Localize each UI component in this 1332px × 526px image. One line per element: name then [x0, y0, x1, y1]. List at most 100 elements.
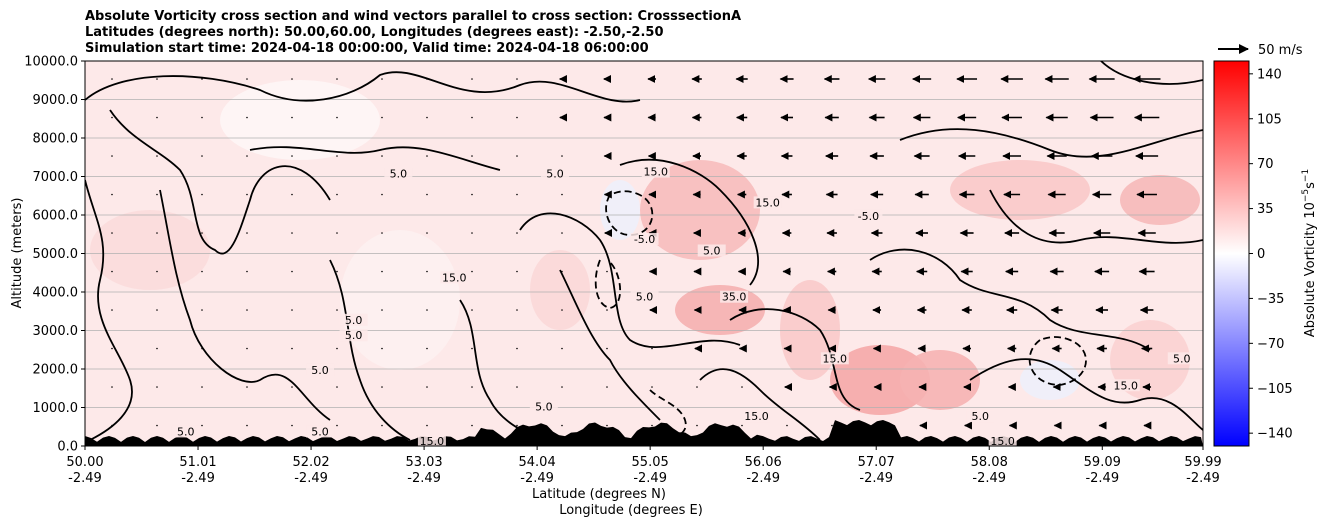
x-tick-label-lat: 52.02: [292, 455, 329, 470]
y-tick-label: 8000.0: [33, 132, 79, 147]
title-line-3: Simulation start time: 2024-04-18 00:00:…: [85, 41, 649, 56]
wind-vector: [156, 347, 158, 350]
x-tick-label-lat: 57.07: [858, 455, 895, 470]
contour-label-bg: [630, 232, 659, 245]
y-tick-label: 5000.0: [33, 247, 79, 262]
x-tick-label-lon: -2.49: [68, 471, 102, 486]
y-axis-label: Altitude (meters): [10, 198, 25, 309]
wind-vector: [201, 78, 203, 80]
x-tick-label-lat: 50.00: [66, 455, 103, 470]
wind-vector: [156, 193, 158, 196]
contour-lines: [85, 61, 1203, 446]
x-tick-label-lat: 54.04: [519, 455, 556, 470]
contour-labels: 5.05.0 15.015.0-5.0-5.05.05.0 35.015.05.05…: [171, 165, 1196, 448]
contour-label: 5.0: [1173, 352, 1191, 365]
contour-line: [159, 189, 331, 421]
wind-vector: [201, 155, 203, 157]
x-tick-label-lon: -2.49: [633, 471, 667, 486]
wind-vector: [516, 78, 518, 80]
contour-label: 5.0: [311, 364, 329, 377]
x-tick-label-lon: -2.49: [1186, 471, 1220, 486]
contour-label: 15.0: [644, 166, 669, 179]
wind-vector: [111, 386, 113, 388]
wind-vector: [426, 309, 428, 311]
wind-vector: [471, 232, 473, 234]
contour-line: [249, 146, 501, 171]
wind-vector: [426, 232, 428, 234]
contour-label: 15.0: [744, 410, 769, 423]
wind-vector: [291, 386, 293, 388]
wind-vector: [246, 78, 248, 80]
wind-vector: [606, 309, 608, 311]
colorbar-tick-label: −105: [1257, 382, 1293, 397]
wind-vector: [246, 116, 248, 119]
contour-label-bg: [171, 425, 200, 438]
contour-label: 15.0: [442, 271, 467, 284]
contour-label: 15.0: [823, 352, 848, 365]
title-line-1: Absolute Vorticity cross section and win…: [85, 9, 742, 24]
wind-vector: [516, 386, 518, 388]
wind-vector: [111, 78, 113, 80]
wind-vector: [246, 386, 248, 388]
contour-label: 5.0: [972, 410, 990, 423]
wind-vector: [786, 424, 788, 427]
colorbar-tick-label: 140: [1257, 67, 1282, 82]
wind-vector: [381, 347, 383, 350]
wind-vector: [381, 424, 383, 427]
y-tick-label: 1000.0: [33, 401, 79, 416]
wind-vector: [291, 193, 293, 196]
wind-vector: [111, 347, 113, 350]
wind-vector: [426, 424, 428, 427]
x-tick-label-lon: -2.49: [407, 471, 441, 486]
contour-line: [869, 248, 1151, 351]
contour-line: [559, 269, 661, 421]
wind-vector: [201, 347, 203, 350]
wind-vector: [741, 424, 743, 427]
wind-vector: [741, 386, 743, 388]
contour-label: 15.0: [420, 435, 445, 448]
y-axis: 0.0 1000.0 2000.0 3000.0 4000.0 5000.0 6000.0 7…: [24, 55, 85, 455]
contour-label-bg: [697, 244, 726, 257]
contour-line: [729, 308, 861, 411]
wind-vector: [246, 309, 248, 311]
contour-label-bg: [529, 400, 558, 413]
wind-vector: [606, 270, 608, 273]
x-axis-label-lon: Longitude (degrees E): [559, 503, 703, 518]
wind-vector: [696, 386, 698, 388]
contour-line: [619, 158, 759, 286]
wind-vector: [381, 270, 383, 273]
wind-vector: [606, 386, 608, 388]
wind-vector: [696, 424, 698, 427]
contour-label-bg: [1111, 379, 1140, 392]
x-tick-label-lon: -2.49: [181, 471, 215, 486]
wind-vector: [156, 232, 158, 234]
wind-vector: [201, 270, 203, 273]
wind-vector: [471, 386, 473, 388]
wind-vector: [561, 309, 563, 311]
wind-vector: [291, 347, 293, 350]
wind-vector: [336, 116, 338, 119]
contour-label: 15.0: [990, 435, 1015, 448]
y-tick-label: 0.0: [57, 440, 78, 455]
contour-label-bg: [630, 290, 659, 303]
wind-vector: [651, 424, 653, 427]
wind-vector: [201, 116, 203, 119]
x-axis-label-lat: Latitude (degrees N): [532, 487, 666, 502]
wind-vector: [561, 270, 563, 273]
contour-line: [85, 71, 641, 103]
wind-vector: [336, 386, 338, 388]
wind-vector: [336, 232, 338, 234]
wind-vector: [471, 347, 473, 350]
x-tick-label-lat: 58.08: [971, 455, 1008, 470]
wind-vector: [111, 155, 113, 157]
x-tick-label-lon: -2.49: [1085, 471, 1119, 486]
contour-label-bg: [854, 209, 883, 222]
contour-label: 5.0: [703, 245, 721, 258]
wind-vector: [471, 78, 473, 80]
contour-line-negative: [594, 259, 622, 309]
wind-vector: [561, 424, 563, 427]
wind-vector: [201, 193, 203, 196]
y-tick-label: 2000.0: [33, 363, 79, 378]
wind-vector: [291, 78, 293, 80]
title-line-2: Latitudes (degrees north): 50.00,60.00, …: [85, 25, 664, 40]
